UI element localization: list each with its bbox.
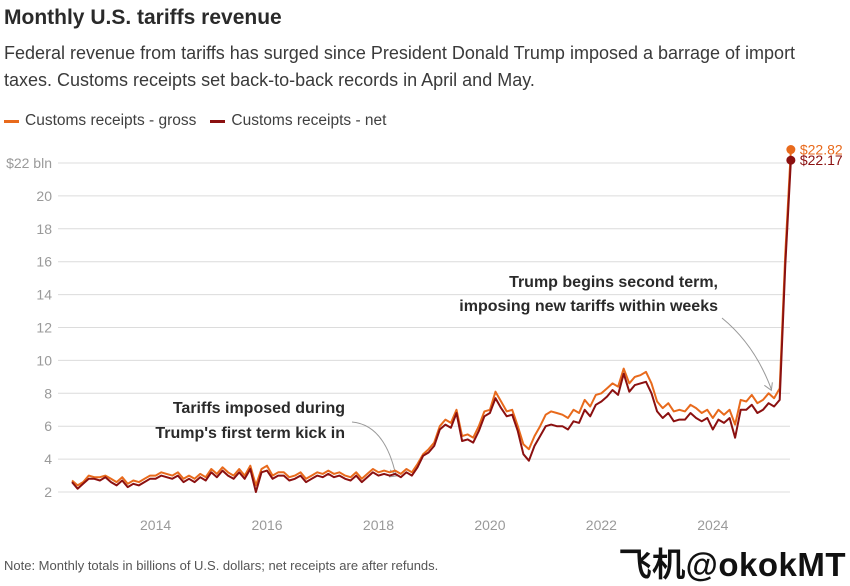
annotation-layer: Tariffs imposed during Trump's first term… xyxy=(155,274,773,478)
grid-layer: 2 4 6 8 10 12 14 16 18 20 $22 bln 2014 2016 2018 2020 2… xyxy=(6,155,790,533)
y-tick-label: 12 xyxy=(36,320,52,336)
series-layer xyxy=(71,149,792,493)
legend-item-net: Customs receipts - net xyxy=(210,112,386,130)
annotation-text: imposing new tariffs within weeks xyxy=(459,298,718,315)
annotation-arrowhead xyxy=(764,382,773,392)
y-tick-label: 6 xyxy=(44,418,52,434)
legend-swatch-net xyxy=(210,119,226,123)
x-tick-label: 2016 xyxy=(251,517,282,533)
y-tick-label: 14 xyxy=(36,287,52,303)
x-tick-label: 2024 xyxy=(697,517,728,533)
y-tick-label: 4 xyxy=(44,451,52,467)
annotation-text: Trump begins second term, xyxy=(509,274,718,291)
annotation-leader xyxy=(721,317,772,390)
label-layer: $22.82$22.17 xyxy=(786,142,843,168)
legend-label-gross: Customs receipts - gross xyxy=(25,112,197,129)
y-tick-label: 18 xyxy=(36,221,52,237)
legend-label-net: Customs receipts - net xyxy=(231,112,387,129)
y-tick-label: 2 xyxy=(44,484,52,500)
y-tick-label: 10 xyxy=(36,352,52,368)
chart-subtitle: Federal revenue from tariffs has surged … xyxy=(4,43,796,90)
y-tick-label: 8 xyxy=(44,385,52,401)
x-tick-label: 2020 xyxy=(474,517,505,533)
legend-item-gross: Customs receipts - gross xyxy=(4,112,196,130)
end-point-net xyxy=(786,155,796,165)
watermark: 飞机@okokMT xyxy=(618,546,846,583)
y-tick-label: 16 xyxy=(36,254,52,270)
x-tick-label: 2018 xyxy=(363,517,394,533)
end-value-label-net: $22.17 xyxy=(800,152,843,168)
series-line-gross xyxy=(71,149,792,487)
annotation-text: Trump's first term kick in xyxy=(155,425,345,442)
footnote: Note: Monthly totals in billions of U.S.… xyxy=(4,558,439,573)
end-point-gross xyxy=(786,145,796,155)
legend-swatch-gross xyxy=(4,119,19,123)
chart-title: Monthly U.S. tariffs revenue xyxy=(4,6,282,29)
annotation-text: Tariffs imposed during xyxy=(173,400,345,417)
series-line-net xyxy=(71,160,792,493)
legend: Customs receipts - gross Customs receipt… xyxy=(4,112,400,130)
y-tick-label: 20 xyxy=(36,188,52,204)
end-value-label-gross: $22.82 xyxy=(800,142,843,158)
annotation-leader xyxy=(351,421,397,477)
x-tick-label: 2014 xyxy=(140,517,171,533)
x-tick-label: 2022 xyxy=(586,517,617,533)
y-tick-label: $22 bln xyxy=(6,155,52,171)
